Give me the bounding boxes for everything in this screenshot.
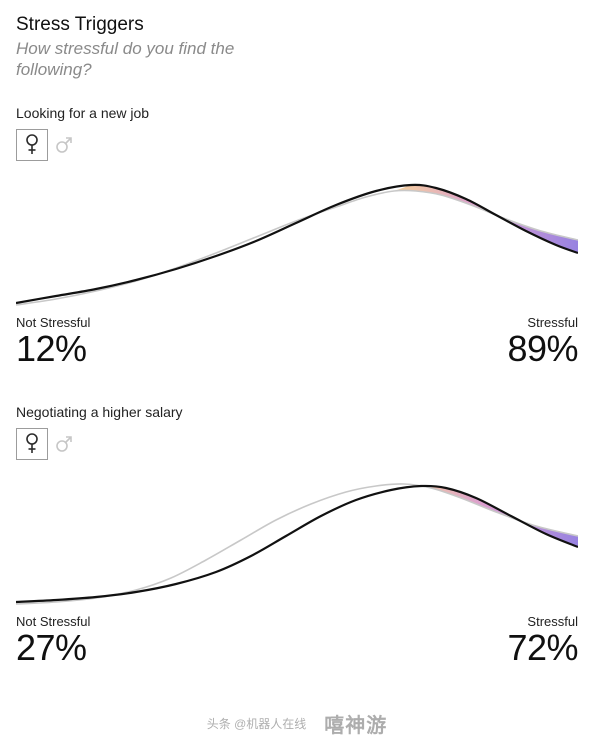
pct-left: 27% [16,627,87,669]
primary-curve [16,485,578,601]
gender-toggle-row [16,428,578,460]
mars-icon [54,135,74,155]
density-chart [16,462,578,612]
chart-sections: Looking for a new job Not Stressful Stre… [16,105,578,669]
watermark-left: 头条 @机器人在线 [207,715,307,732]
toggle-female[interactable] [16,428,48,460]
mars-icon [54,434,74,454]
venus-icon [24,433,40,455]
page-subtitle: How stressful do you find the following? [16,38,296,81]
pct-left: 12% [16,328,87,370]
chart-section: Looking for a new job Not Stressful Stre… [16,105,578,370]
chart-label: Looking for a new job [16,105,578,121]
page-root: Stress Triggers How stressful do you fin… [0,0,594,721]
pct-row: 27% 72% [16,627,578,669]
venus-icon [24,134,40,156]
secondary-curve [16,483,578,603]
toggle-female[interactable] [16,129,48,161]
density-chart [16,163,578,313]
chart-label: Negotiating a higher salary [16,404,578,420]
toggle-male[interactable] [48,428,80,460]
pct-row: 12% 89% [16,328,578,370]
primary-curve [16,184,578,302]
page-title: Stress Triggers [16,14,578,36]
gender-toggle-row [16,129,578,161]
toggle-male[interactable] [48,129,80,161]
watermark-center: 嘻神游 [324,709,387,738]
pct-right: 89% [507,328,578,370]
chart-section: Negotiating a higher salary Not Stressfu… [16,404,578,669]
pct-right: 72% [507,627,578,669]
watermark: 头条 @机器人在线 嘻神游 [0,709,594,738]
